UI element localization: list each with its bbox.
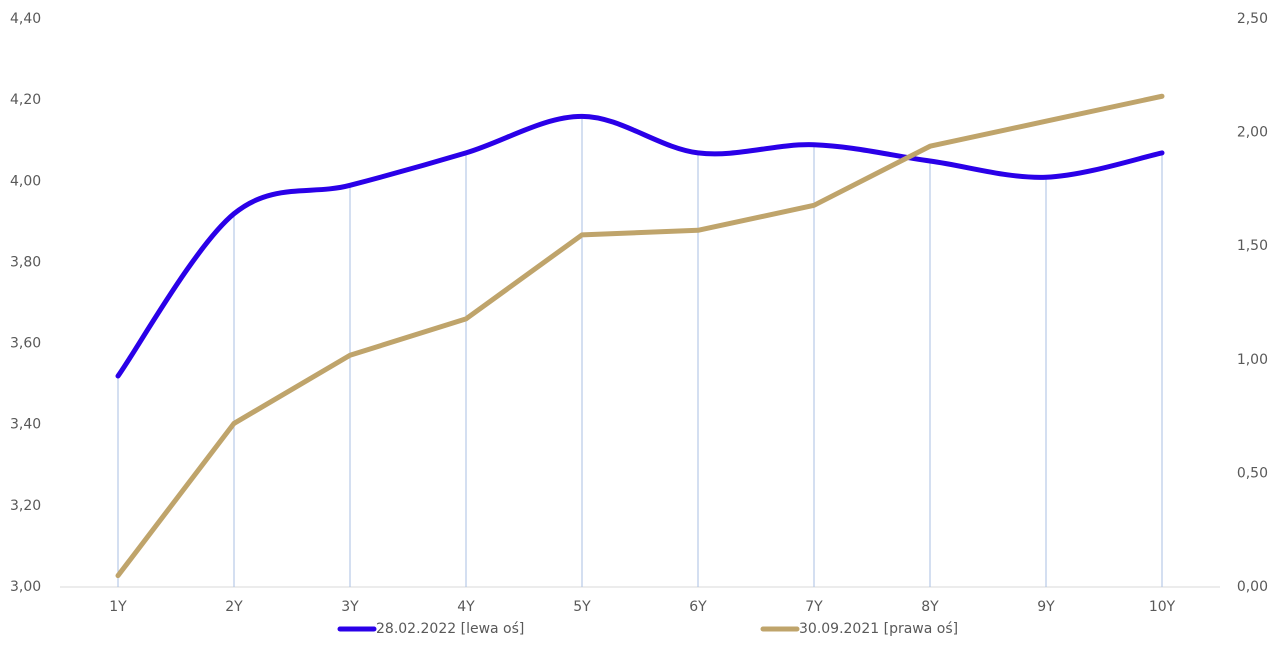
series-line [115,93,1165,579]
legend-label: 28.02.2022 [lewa oś] [376,621,524,637]
y-tick-label: 3,60 [10,336,41,352]
y2-tick-label: 2,00 [1237,125,1268,141]
y-tick-label: 4,20 [10,92,41,108]
x-tick-label: 4Y [457,599,475,615]
series-line [115,113,1165,379]
y2-tick-label: 0,50 [1237,465,1268,481]
legend-label: 30.09.2021 [prawa oś] [799,621,958,637]
y2-tick-label: 0,00 [1237,579,1268,595]
x-tick-label: 8Y [921,599,939,615]
y2-tick-label: 2,50 [1237,11,1268,27]
x-tick-label: 3Y [341,599,359,615]
x-tick-label: 2Y [225,599,243,615]
y-tick-label: 3,40 [10,417,41,433]
x-tick-label: 1Y [109,599,127,615]
y-tick-label: 3,00 [10,579,41,595]
x-tick-label: 6Y [689,599,707,615]
x-tick-label: 5Y [573,599,591,615]
x-tick-label: 7Y [805,599,823,615]
y-tick-label: 3,20 [10,498,41,514]
x-tick-label: 9Y [1037,599,1055,615]
y-tick-label: 4,40 [10,11,41,27]
y-tick-label: 4,00 [10,173,41,189]
y-tick-label: 3,80 [10,254,41,270]
y2-tick-label: 1,00 [1237,352,1268,368]
x-tick-label: 10Y [1149,599,1176,615]
y2-tick-label: 1,50 [1237,238,1268,254]
